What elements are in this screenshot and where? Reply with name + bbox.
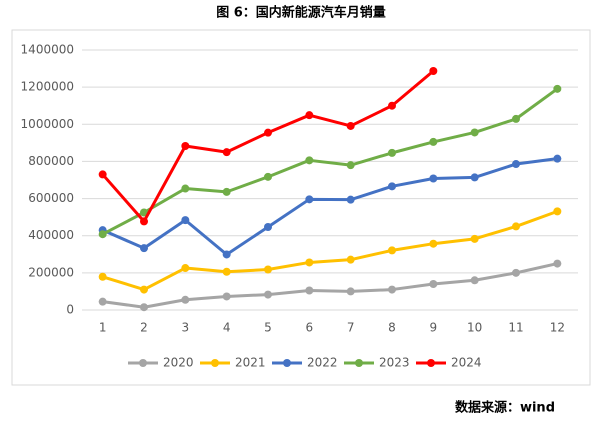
x-tick-label: 4 [223, 321, 231, 335]
point [512, 268, 520, 277]
legend-marker [283, 359, 291, 367]
point [98, 230, 107, 239]
x-tick-label: 6 [306, 321, 314, 335]
point [98, 297, 107, 306]
point [181, 216, 190, 225]
y-tick-label: 400000 [28, 228, 74, 242]
legend-marker [211, 359, 219, 367]
point [470, 234, 479, 243]
point [222, 267, 231, 276]
point [222, 148, 231, 157]
y-tick-label: 200000 [28, 265, 74, 279]
x-tick-label: 7 [347, 321, 355, 335]
legend-label: 2020 [163, 356, 194, 370]
point [429, 280, 438, 288]
point [222, 187, 231, 196]
point [98, 272, 107, 281]
point [429, 239, 438, 248]
point [140, 244, 148, 253]
point [429, 137, 438, 146]
point [388, 182, 396, 191]
chart-title: 图 6：国内新能源汽车月销量 [216, 5, 386, 21]
legend-marker [139, 359, 147, 367]
legend-label: 2021 [235, 356, 266, 370]
point [553, 84, 562, 93]
x-tick-label: 12 [550, 321, 565, 335]
x-tick-label: 2 [140, 321, 148, 335]
point [305, 111, 314, 120]
point [553, 207, 562, 216]
chart-frame [11, 29, 591, 386]
point [264, 290, 272, 299]
x-tick-label: 8 [388, 321, 396, 335]
x-tick-label: 3 [182, 321, 190, 335]
series-line [102, 209, 558, 292]
point [346, 255, 355, 264]
point [264, 265, 272, 274]
y-tick-label: 1400000 [21, 43, 74, 57]
point [512, 222, 520, 231]
y-tick-label: 1200000 [21, 80, 74, 94]
y-tick-label: 600000 [28, 191, 74, 205]
point [140, 285, 148, 294]
point [181, 142, 190, 151]
point [512, 160, 520, 169]
point [388, 148, 396, 157]
legend-label: 2024 [451, 356, 482, 370]
point [140, 217, 148, 226]
point [264, 222, 272, 231]
point [553, 154, 562, 163]
point [140, 303, 148, 312]
point [222, 292, 231, 301]
point [140, 208, 148, 217]
point [429, 66, 438, 75]
x-tick-label: 11 [508, 321, 523, 335]
x-tick-label: 1 [99, 321, 107, 335]
legend-label: 2023 [379, 356, 410, 370]
legend-label: 2022 [307, 356, 338, 370]
point [98, 170, 107, 179]
point [388, 285, 396, 294]
point [181, 184, 190, 193]
point [346, 195, 355, 204]
point [305, 286, 314, 295]
x-tick-label: 9 [430, 321, 438, 335]
point [305, 156, 314, 165]
y-tick-label: 1000000 [21, 117, 74, 131]
point [346, 161, 355, 170]
point [470, 173, 479, 182]
legend-marker [355, 359, 363, 367]
point [470, 276, 479, 285]
point [305, 258, 314, 267]
legend-marker [427, 359, 435, 367]
source: 数据来源：wind [455, 400, 555, 416]
point [346, 121, 355, 130]
y-tick-label: 800000 [28, 154, 74, 168]
point [512, 114, 520, 123]
x-tick-label: 10 [467, 321, 482, 335]
point [388, 101, 396, 110]
point [305, 195, 314, 204]
series-line [102, 157, 558, 256]
point [264, 172, 272, 181]
point [181, 295, 190, 304]
series-line [101, 87, 559, 236]
point [429, 174, 438, 183]
point [388, 246, 396, 255]
point [264, 128, 272, 137]
point [553, 259, 562, 268]
x-tick-label: 5 [264, 321, 272, 335]
series-line [102, 262, 558, 309]
point [181, 264, 190, 273]
point [470, 128, 479, 137]
point [222, 250, 231, 259]
y-tick-label: 0 [66, 303, 74, 317]
point [346, 287, 355, 296]
